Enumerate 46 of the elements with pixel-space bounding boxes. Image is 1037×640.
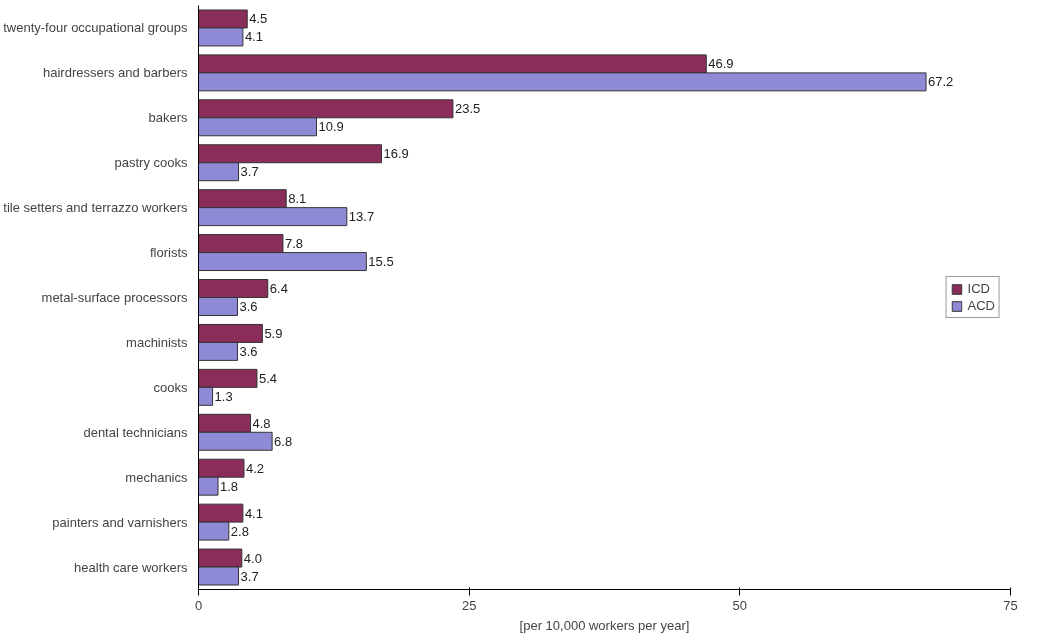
data-label: 5.9 bbox=[264, 325, 283, 341]
y-tick-label: pastry cooks bbox=[114, 155, 188, 171]
data-label: 16.9 bbox=[383, 146, 409, 162]
data-label: 4.1 bbox=[244, 29, 263, 45]
data-label: 10.9 bbox=[318, 119, 344, 135]
x-tick-label: 75 bbox=[1003, 597, 1018, 613]
y-tick-label: tile setters and terrazzo workers bbox=[3, 200, 188, 216]
data-label: 3.6 bbox=[239, 343, 258, 359]
data-label: 5.4 bbox=[258, 370, 278, 386]
data-label: 4.0 bbox=[243, 550, 262, 566]
data-label: 46.9 bbox=[708, 56, 734, 72]
data-label: 4.1 bbox=[244, 505, 263, 521]
y-tick-label: cooks bbox=[153, 379, 188, 395]
data-label: 6.8 bbox=[274, 433, 293, 449]
y-tick-label: machinists bbox=[126, 334, 188, 350]
data-label: 7.8 bbox=[284, 236, 304, 252]
x-tick-label: 0 bbox=[194, 597, 203, 613]
data-label: 3.6 bbox=[239, 298, 258, 314]
data-label: 13.7 bbox=[348, 209, 375, 225]
data-label: 23.5 bbox=[454, 101, 481, 117]
x-tick-label: 25 bbox=[461, 597, 477, 613]
legend-label: ICD bbox=[967, 281, 990, 296]
x-axis-title: [per 10,000 workers per year] bbox=[519, 617, 690, 633]
legend-label: ACD bbox=[967, 298, 995, 313]
data-label: 1.3 bbox=[214, 388, 233, 404]
data-label: 8.1 bbox=[288, 191, 307, 207]
y-tick-label: twenty-four occupational groups bbox=[3, 20, 188, 36]
data-label: 4.2 bbox=[245, 460, 265, 476]
y-tick-label: health care workers bbox=[74, 559, 188, 575]
data-label: 4.8 bbox=[252, 415, 271, 431]
data-label: 6.4 bbox=[269, 281, 288, 297]
data-label: 1.8 bbox=[219, 478, 239, 494]
data-label: 3.7 bbox=[240, 568, 259, 584]
y-tick-label: painters and varnishers bbox=[52, 514, 188, 530]
y-tick-label: florists bbox=[149, 245, 188, 261]
y-tick-label: metal-surface processors bbox=[41, 290, 188, 305]
data-label: 15.5 bbox=[368, 254, 394, 270]
data-label: 4.5 bbox=[249, 11, 268, 27]
data-label: 2.8 bbox=[230, 523, 249, 539]
data-label: 67.2 bbox=[928, 74, 954, 90]
y-tick-label: mechanics bbox=[125, 469, 188, 485]
x-tick-label: 50 bbox=[732, 597, 748, 613]
data-label: 3.7 bbox=[240, 164, 259, 180]
y-tick-label: bakers bbox=[148, 110, 188, 126]
y-tick-label: dental technicians bbox=[83, 424, 188, 440]
y-tick-label: hairdressers and barbers bbox=[42, 65, 188, 81]
